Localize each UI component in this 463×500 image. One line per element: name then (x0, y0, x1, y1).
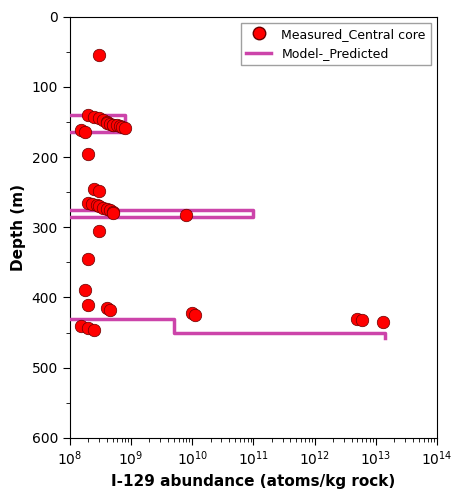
Point (121, 124, 129, 132)
Point (84, 111, 92, 119)
Legend: Measured_Central core, Model-_Predicted: Measured_Central core, Model-_Predicted (241, 23, 430, 65)
Point (84, 198, 92, 206)
Point (84, 255, 92, 263)
Point (90, 326, 98, 334)
Point (95, 227, 102, 235)
Point (353, 314, 360, 322)
Point (84, 300, 92, 308)
Point (182, 212, 190, 220)
Point (103, 120, 110, 128)
Point (99, 116, 106, 124)
Point (103, 205, 110, 213)
Point (95, 202, 102, 210)
Point (106, 206, 113, 214)
Point (99, 204, 106, 212)
Point (106, 120, 113, 128)
Point (106, 306, 113, 314)
Y-axis label: Depth (m): Depth (m) (11, 184, 26, 271)
Point (77, 322, 84, 330)
Point (90, 184, 98, 192)
Point (109, 208, 116, 216)
Point (113, 122, 121, 130)
Point (81, 128, 89, 136)
X-axis label: I-129 abundance (atoms/kg rock): I-129 abundance (atoms/kg rock) (111, 474, 395, 489)
Point (109, 209, 116, 217)
Point (95, 51, 102, 59)
Point (118, 123, 125, 131)
Point (188, 309, 195, 317)
Point (84, 324, 92, 332)
Point (109, 120, 116, 128)
Point (94, 201, 101, 209)
Point (95, 187, 102, 195)
Point (378, 318, 386, 326)
Point (116, 122, 123, 130)
Point (88, 200, 95, 208)
Point (358, 316, 365, 324)
Point (90, 113, 98, 121)
Point (84, 150, 92, 158)
Point (95, 114, 102, 122)
Point (103, 118, 110, 126)
Point (109, 122, 116, 130)
Point (77, 126, 84, 134)
Point (103, 304, 110, 312)
Point (191, 311, 198, 319)
Point (81, 286, 89, 294)
